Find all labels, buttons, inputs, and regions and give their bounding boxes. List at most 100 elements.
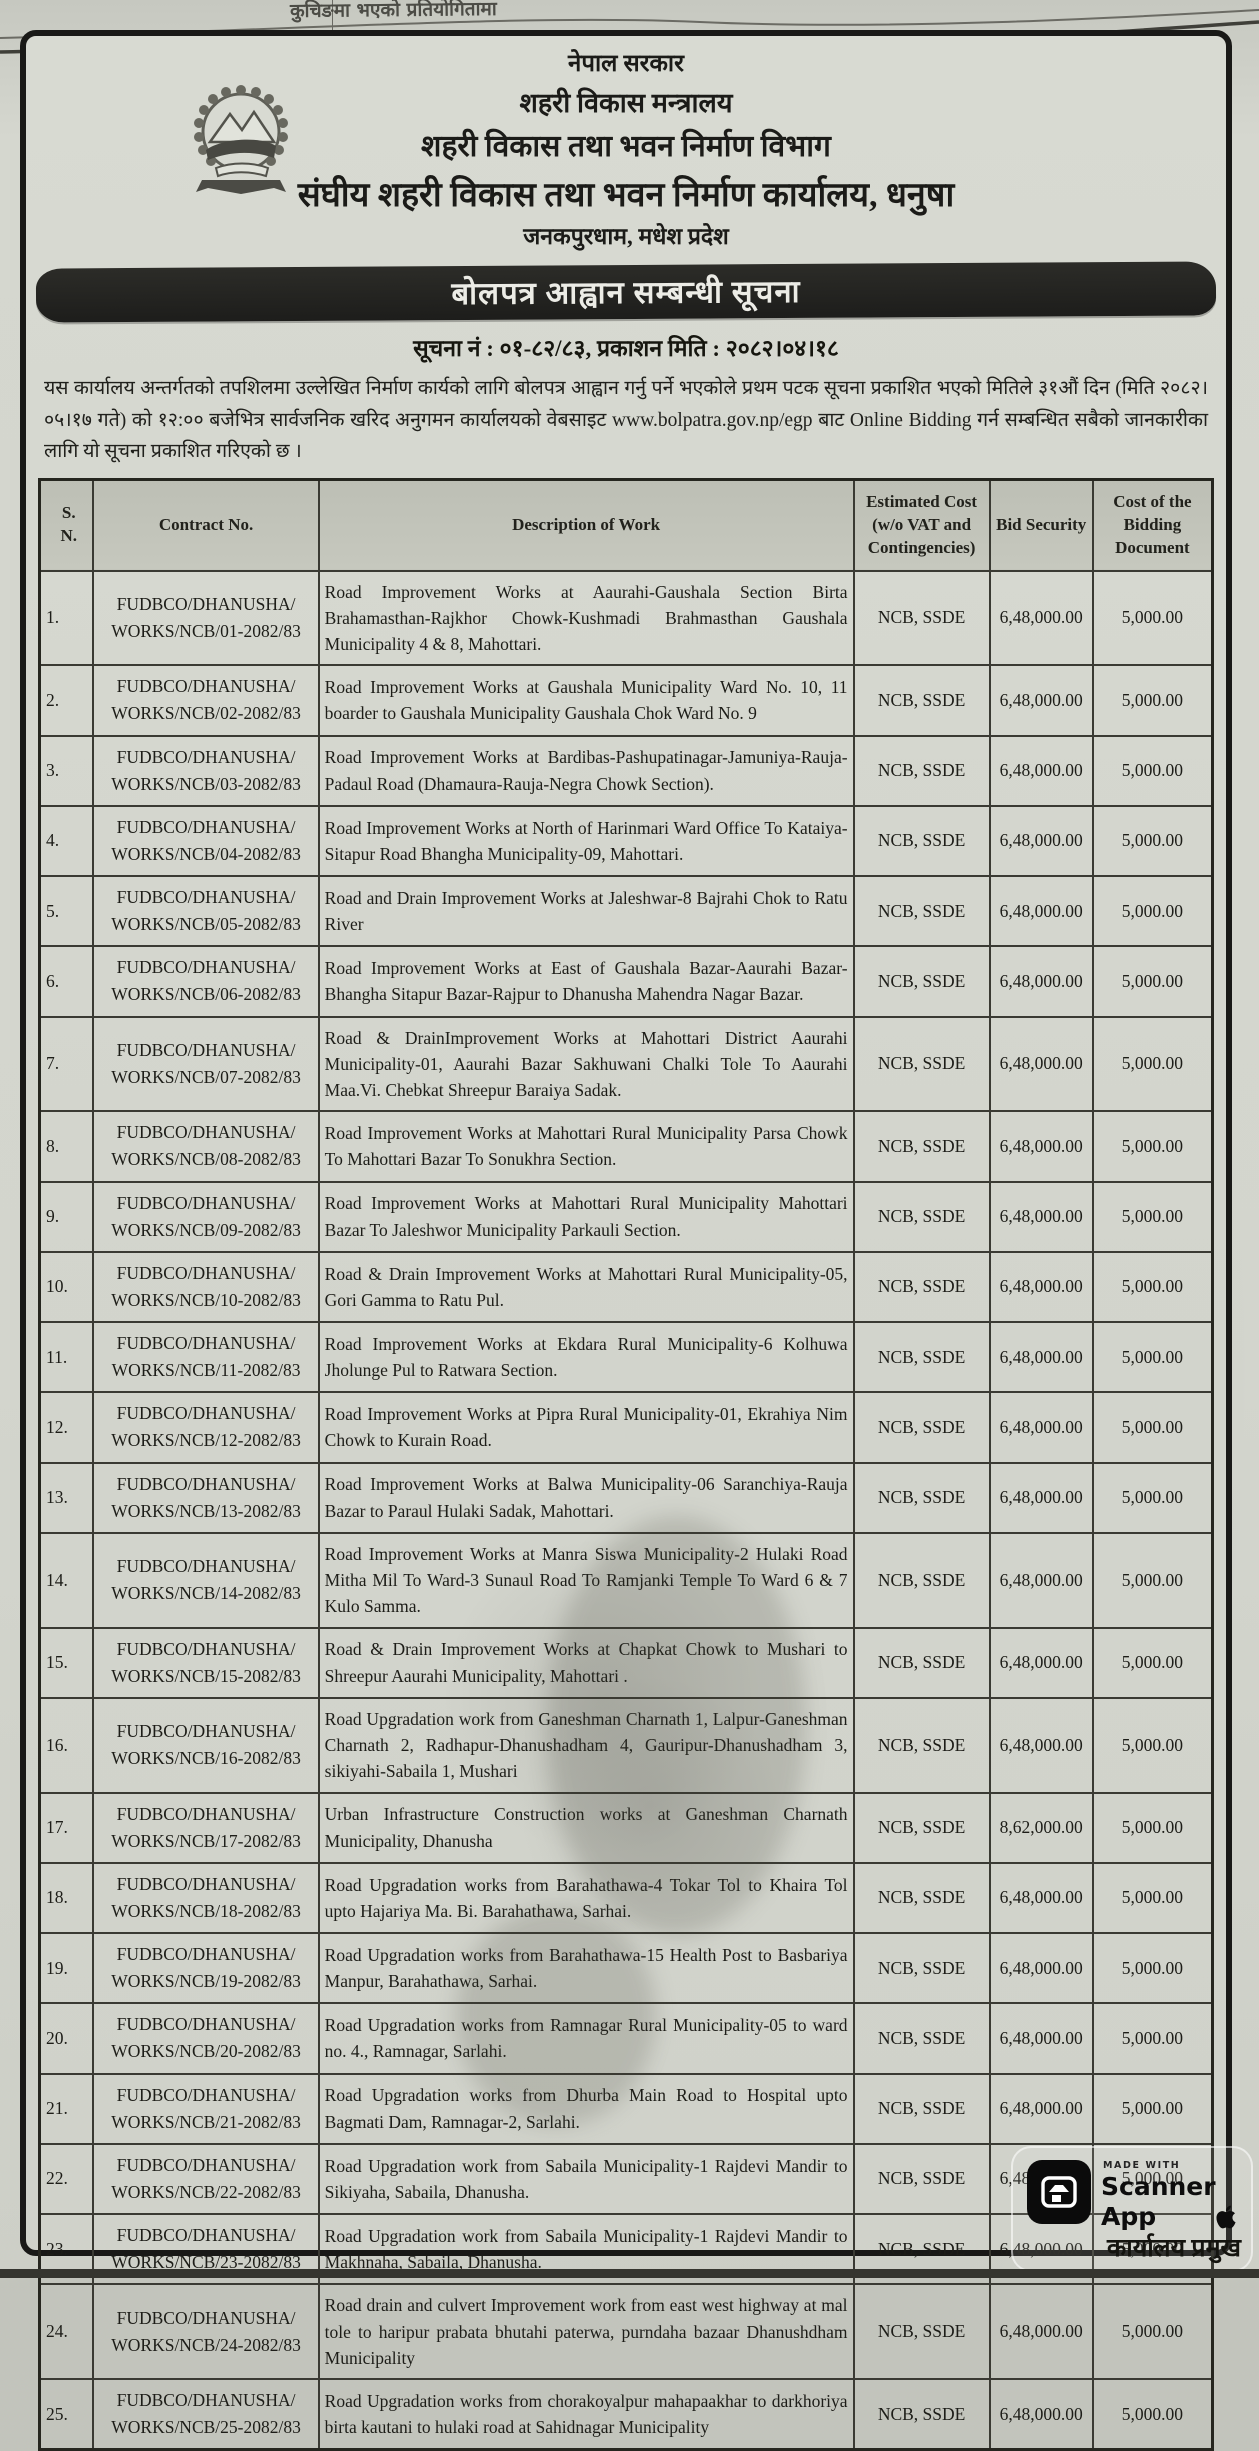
estimated-cost-cell: NCB, SSDE — [852, 2072, 991, 2145]
description-cell: Road and Drain Improvement Works at Jale… — [317, 875, 855, 948]
estimated-cost-cell: NCB, SSDE — [852, 1461, 991, 1534]
estimated-cost-cell: NCB, SSDE — [852, 1791, 991, 1864]
notice-body-paragraph: यस कार्यालय अन्तर्गतको तपशिलमा उल्लेखित … — [44, 378, 1208, 463]
description-cell: Road drain and culvert Improvement work … — [317, 2283, 855, 2381]
estimated-cost-cell: NCB, SSDE — [852, 1531, 991, 1629]
table-row: 20. FUDBCO/DHANUSHA/ WORKS/NCB/20-2082/83… — [38, 2002, 1214, 2075]
serial-cell: 10. — [38, 1250, 95, 1324]
scanner-app-label: Scanner App — [1101, 2172, 1216, 2231]
bid-security-cell: 6,48,000.00 — [988, 1321, 1094, 1394]
table-row: 11. FUDBCO/DHANUSHA/ WORKS/NCB/11-2082/83… — [38, 1321, 1214, 1394]
bidding-doc-cost-cell: 5,000.00 — [1091, 1321, 1214, 1394]
table-row: 9. FUDBCO/DHANUSHA/ WORKS/NCB/09-2082/83 R… — [38, 1180, 1214, 1253]
table-row: 24. FUDBCO/DHANUSHA/ WORKS/NCB/24-2082/83… — [38, 2283, 1214, 2381]
bid-security-cell: 8,62,000.00 — [988, 1791, 1094, 1864]
header-office: संघीय शहरी विकास तथा भवन निर्माण कार्याल… — [297, 177, 955, 214]
serial-cell: 22. — [38, 2142, 95, 2216]
serial-cell: 20. — [38, 2002, 95, 2075]
table-row: 7. FUDBCO/DHANUSHA/ WORKS/NCB/07-2082/83 R… — [38, 1015, 1214, 1113]
serial-cell: 12. — [38, 1391, 95, 1464]
contract-no-cell: FUDBCO/DHANUSHA/ WORKS/NCB/22-2082/83 — [92, 2142, 320, 2216]
estimated-cost-cell: NCB, SSDE — [852, 1626, 991, 1699]
estimated-cost-cell: NCB, SSDE — [852, 1321, 991, 1394]
serial-cell: 25. — [38, 2378, 95, 2451]
table-row: 15. FUDBCO/DHANUSHA/ WORKS/NCB/15-2082/83… — [38, 1626, 1214, 1699]
description-cell: Road & Drain Improvement Works at Mahott… — [317, 1250, 855, 1324]
table-row: 5. FUDBCO/DHANUSHA/ WORKS/NCB/05-2082/83 R… — [38, 875, 1214, 948]
notice-title-banner: बोलपत्र आह्वान सम्बन्धी सूचना — [35, 261, 1217, 323]
description-cell: Road Improvement Works at Manra Siswa Mu… — [317, 1531, 855, 1629]
bid-security-cell: 6,48,000.00 — [988, 804, 1094, 878]
bidding-doc-cost-cell: 5,000.00 — [1091, 2002, 1214, 2075]
estimated-cost-cell: NCB, SSDE — [852, 1861, 991, 1935]
serial-cell: 13. — [38, 1461, 95, 1534]
serial-cell: 1. — [38, 569, 95, 667]
table-header-row: S. N. Contract No. Description of Work E… — [38, 478, 1214, 572]
estimated-cost-cell: NCB, SSDE — [852, 2002, 991, 2075]
description-cell: Road Improvement Works at Aaurahi-Gausha… — [317, 569, 855, 667]
estimated-cost-cell: NCB, SSDE — [852, 1391, 991, 1464]
contract-no-cell: FUDBCO/DHANUSHA/ WORKS/NCB/24-2082/83 — [92, 2283, 320, 2381]
bidding-doc-cost-cell: 5,000.00 — [1091, 1110, 1214, 1183]
table-row: 1. FUDBCO/DHANUSHA/ WORKS/NCB/01-2082/83 R… — [38, 569, 1214, 667]
col-header-bid-security: Bid Security — [988, 478, 1094, 572]
tender-notice-frame: नेपाल सरकार शहरी विकास मन्त्रालय शहरी वि… — [20, 30, 1232, 2451]
contract-no-cell: FUDBCO/DHANUSHA/ WORKS/NCB/10-2082/83 — [92, 1250, 320, 1324]
scanner-app-watermark: MADE WITH Scanner App — [1011, 2146, 1253, 2272]
bid-security-cell: 6,48,000.00 — [988, 1391, 1094, 1464]
serial-cell: 19. — [38, 1932, 95, 2005]
col-header-bidding-doc-cost: Cost of the Bidding Document — [1091, 478, 1214, 572]
table-row: 21. FUDBCO/DHANUSHA/ WORKS/NCB/21-2082/83… — [38, 2072, 1214, 2145]
description-cell: Road Improvement Works at Gaushala Munic… — [317, 664, 855, 737]
serial-cell: 16. — [38, 1696, 95, 1794]
bid-security-cell: 6,48,000.00 — [988, 1110, 1094, 1183]
contract-no-cell: FUDBCO/DHANUSHA/ WORKS/NCB/20-2082/83 — [92, 2002, 320, 2075]
col-header-contract-no: Contract No. — [92, 478, 320, 572]
description-cell: Urban Infrastructure Construction works … — [317, 1791, 855, 1864]
table-row: 6. FUDBCO/DHANUSHA/ WORKS/NCB/06-2082/83 R… — [38, 945, 1214, 1018]
bid-security-cell: 6,48,000.00 — [988, 569, 1094, 667]
table-row: 16. FUDBCO/DHANUSHA/ WORKS/NCB/16-2082/83… — [38, 1696, 1214, 1794]
contract-no-cell: FUDBCO/DHANUSHA/ WORKS/NCB/13-2082/83 — [92, 1461, 320, 1534]
contract-no-cell: FUDBCO/DHANUSHA/ WORKS/NCB/01-2082/83 — [92, 569, 320, 667]
estimated-cost-cell: NCB, SSDE — [852, 2378, 991, 2451]
bidding-doc-cost-cell: 5,000.00 — [1091, 2283, 1214, 2381]
table-row: 17. FUDBCO/DHANUSHA/ WORKS/NCB/17-2082/83… — [38, 1791, 1214, 1864]
bid-security-cell: 6,48,000.00 — [988, 1626, 1094, 1699]
bidding-doc-cost-cell: 5,000.00 — [1091, 1015, 1214, 1113]
serial-cell: 4. — [38, 804, 95, 878]
scanner-glyph-icon — [1041, 2176, 1077, 2208]
contract-no-cell: FUDBCO/DHANUSHA/ WORKS/NCB/17-2082/83 — [92, 1791, 320, 1864]
contract-no-cell: FUDBCO/DHANUSHA/ WORKS/NCB/19-2082/83 — [92, 1932, 320, 2005]
table-row: 13. FUDBCO/DHANUSHA/ WORKS/NCB/13-2082/83… — [38, 1461, 1214, 1534]
description-cell: Road Upgradation works from Ramnagar Rur… — [317, 2002, 855, 2075]
serial-cell: 2. — [38, 664, 95, 737]
table-row: 18. FUDBCO/DHANUSHA/ WORKS/NCB/18-2082/83… — [38, 1861, 1214, 1935]
bid-security-cell: 6,48,000.00 — [988, 875, 1094, 948]
serial-cell: 8. — [38, 1110, 95, 1183]
bid-security-cell: 6,48,000.00 — [988, 1932, 1094, 2005]
estimated-cost-cell: NCB, SSDE — [852, 1180, 991, 1253]
contract-no-cell: FUDBCO/DHANUSHA/ WORKS/NCB/09-2082/83 — [92, 1180, 320, 1253]
bidding-doc-cost-cell: 5,000.00 — [1091, 945, 1214, 1018]
table-row: 4. FUDBCO/DHANUSHA/ WORKS/NCB/04-2082/83 R… — [38, 804, 1214, 878]
col-header-description: Description of Work — [317, 478, 855, 572]
tender-table: S. N. Contract No. Description of Work E… — [38, 477, 1214, 2451]
table-row: 12. FUDBCO/DHANUSHA/ WORKS/NCB/12-2082/83… — [38, 1391, 1214, 1464]
bidding-doc-cost-cell: 5,000.00 — [1091, 1391, 1214, 1464]
contract-no-cell: FUDBCO/DHANUSHA/ WORKS/NCB/06-2082/83 — [92, 945, 320, 1018]
contract-no-cell: FUDBCO/DHANUSHA/ WORKS/NCB/25-2082/83 — [92, 2378, 320, 2451]
serial-cell: 21. — [38, 2072, 95, 2145]
bidding-doc-cost-cell: 5,000.00 — [1091, 1626, 1214, 1699]
bid-security-cell: 6,48,000.00 — [988, 664, 1094, 737]
bidding-doc-cost-cell: 5,000.00 — [1091, 1250, 1214, 1324]
serial-cell: 7. — [38, 1015, 95, 1113]
bid-security-cell: 6,48,000.00 — [988, 2283, 1094, 2381]
table-row: 8. FUDBCO/DHANUSHA/ WORKS/NCB/08-2082/83 R… — [38, 1110, 1214, 1183]
description-cell: Road Improvement Works at Ekdara Rural M… — [317, 1321, 855, 1394]
bidding-doc-cost-cell: 5,000.00 — [1091, 1461, 1214, 1534]
bid-security-cell: 6,48,000.00 — [988, 1461, 1094, 1534]
serial-cell: 6. — [38, 945, 95, 1018]
estimated-cost-cell: NCB, SSDE — [852, 804, 991, 878]
